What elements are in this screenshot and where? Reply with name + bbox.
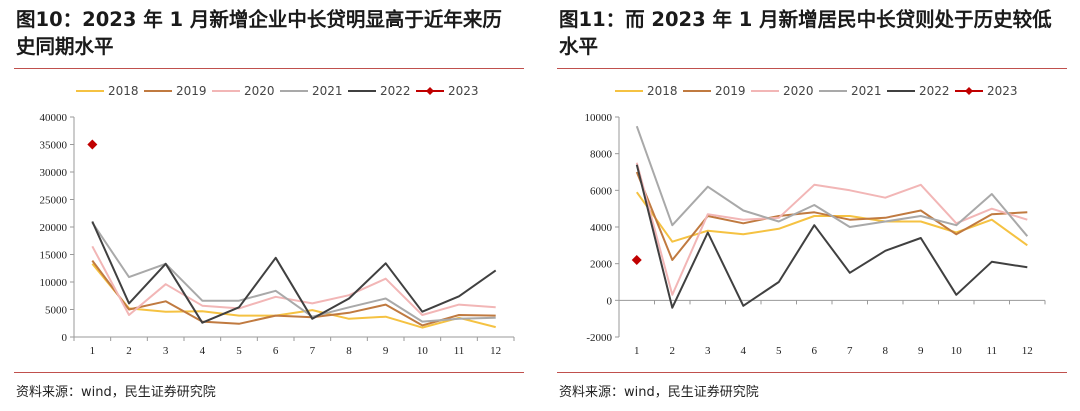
y-tick-label: 0 <box>607 295 613 307</box>
x-tick-label: 6 <box>273 345 279 357</box>
x-tick-label: 9 <box>918 345 924 357</box>
data-point-2023 <box>631 255 642 265</box>
legend-label: 2020 <box>783 84 814 98</box>
x-tick-label: 5 <box>776 345 782 357</box>
y-tick-label: 8000 <box>590 149 613 161</box>
legend-item-2020: 2020 <box>212 84 275 98</box>
legend-label: 2021 <box>312 84 343 98</box>
legend-item-2023: 2023 <box>955 84 1018 98</box>
legend-item-2021: 2021 <box>280 84 343 98</box>
y-tick-label: 15000 <box>40 250 68 262</box>
legend-item-2018: 2018 <box>76 84 139 98</box>
legend-item-2022: 2022 <box>348 84 411 98</box>
x-tick-label: 1 <box>634 345 640 357</box>
legend-item-2019: 2019 <box>683 84 746 98</box>
x-tick-label: 11 <box>986 345 997 357</box>
y-tick-label: 35000 <box>40 140 68 152</box>
chart-title: 图10：2023 年 1 月新增企业中长贷明显高于近年来历史同期水平 <box>16 8 502 58</box>
series-line-2019 <box>91 259 496 327</box>
y-tick-label: 0 <box>62 332 68 344</box>
x-tick-label: 5 <box>236 345 242 357</box>
line-chart-household-loans: 2018 2019 2020 2021 2022 2023 -2000 0 2000 4000 60… <box>585 84 1046 357</box>
series-line-2022 <box>91 221 497 324</box>
title-divider <box>557 68 1067 69</box>
x-tick-label: 4 <box>741 345 747 357</box>
x-tick-label: 4 <box>200 345 206 357</box>
legend-label: 2023 <box>987 84 1018 98</box>
x-tick-label: 3 <box>163 345 169 357</box>
x-tick-label: 8 <box>883 345 889 357</box>
y-tick-label: 40000 <box>40 112 68 124</box>
chart-title: 图11：而 2023 年 1 月新增居民中长贷则处于历史较低水平 <box>559 8 1052 58</box>
y-tick-label: 5000 <box>45 305 68 317</box>
y-tick-label: 30000 <box>40 167 68 179</box>
x-tick-label: 7 <box>847 345 853 357</box>
x-tick-label: 12 <box>490 345 501 357</box>
x-tick-label: 6 <box>812 345 818 357</box>
legend-item-2018: 2018 <box>615 84 678 98</box>
legend-label: 2019 <box>715 84 746 98</box>
legend-item-2022: 2022 <box>887 84 950 98</box>
x-tick-label: 10 <box>417 345 429 357</box>
x-tick-label: 11 <box>454 345 465 357</box>
x-tick-label: 12 <box>1022 345 1033 357</box>
source-note: 资料来源：wind，民生证券研究院 <box>16 385 216 400</box>
title-divider <box>14 68 524 69</box>
x-tick-label: 2 <box>670 345 676 357</box>
chart-panel-right: 图11：而 2023 年 1 月新增居民中长贷则处于历史较低水平 2018 201… <box>557 0 1072 411</box>
line-chart-enterprise-loans: 2018 2019 2020 2021 2022 2023 0 5000 10000 15000 2… <box>40 84 515 357</box>
legend-label: 2020 <box>244 84 275 98</box>
series-line-2018 <box>91 263 496 329</box>
y-tick-label: 20000 <box>40 222 68 234</box>
legend-label: 2022 <box>380 84 411 98</box>
x-tick-label: 10 <box>951 345 963 357</box>
chart-panel-left: 图10：2023 年 1 月新增企业中长贷明显高于近年来历史同期水平 2018 2… <box>14 0 529 411</box>
series-line-2021 <box>91 222 496 323</box>
legend-label: 2019 <box>176 84 207 98</box>
legend-label: 2023 <box>448 84 479 98</box>
x-tick-label: 9 <box>383 345 389 357</box>
legend-label: 2018 <box>108 84 139 98</box>
series-line-2020 <box>91 245 496 316</box>
y-tick-label: 10000 <box>585 112 613 124</box>
legend-label: 2022 <box>919 84 950 98</box>
legend-marker <box>426 87 434 95</box>
series-line-2021 <box>635 125 1029 237</box>
x-tick-label: 7 <box>310 345 316 357</box>
legend-item-2021: 2021 <box>819 84 882 98</box>
y-tick-label: 10000 <box>40 277 68 289</box>
legend-item-2020: 2020 <box>751 84 814 98</box>
source-note: 资料来源：wind，民生证券研究院 <box>559 385 759 400</box>
series-line-2022 <box>635 164 1028 309</box>
x-tick-label: 3 <box>705 345 711 357</box>
y-tick-label: 2000 <box>590 259 613 271</box>
x-tick-label: 2 <box>126 345 132 357</box>
legend-label: 2018 <box>647 84 678 98</box>
legend-label: 2021 <box>851 84 882 98</box>
y-tick-label: 6000 <box>590 185 613 197</box>
source-divider <box>557 372 1067 373</box>
data-point-2023 <box>87 139 98 150</box>
y-tick-label: -2000 <box>586 332 612 344</box>
x-tick-label: 8 <box>346 345 352 357</box>
legend-marker <box>965 87 973 95</box>
x-tick-label: 1 <box>90 345 96 357</box>
legend-item-2023: 2023 <box>416 84 479 98</box>
source-divider <box>14 372 524 373</box>
y-tick-label: 4000 <box>590 222 613 234</box>
y-tick-label: 25000 <box>40 195 68 207</box>
legend-item-2019: 2019 <box>144 84 207 98</box>
